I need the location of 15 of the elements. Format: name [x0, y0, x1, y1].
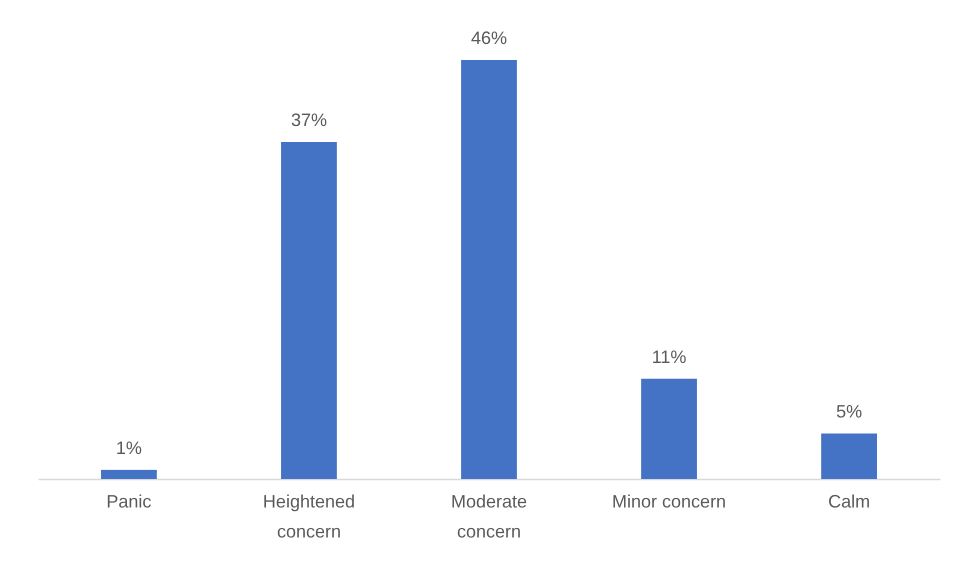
x-tick-label: Heightened concern [262, 492, 355, 542]
x-tick-label: Moderate concern [450, 492, 528, 542]
x-tick-label: Calm [828, 492, 870, 512]
x-tick-label: Panic [106, 492, 152, 512]
data-label: 46% [470, 28, 508, 48]
bar [461, 60, 517, 479]
data-label: 11% [652, 346, 686, 367]
x-tick-label: Minor concern [612, 492, 726, 512]
bar [641, 378, 697, 479]
data-label: 37% [290, 110, 327, 130]
data-label: 1% [116, 438, 142, 458]
bar [821, 433, 877, 479]
bar [281, 142, 337, 479]
bar [101, 470, 157, 479]
data-label: 5% [836, 401, 862, 422]
